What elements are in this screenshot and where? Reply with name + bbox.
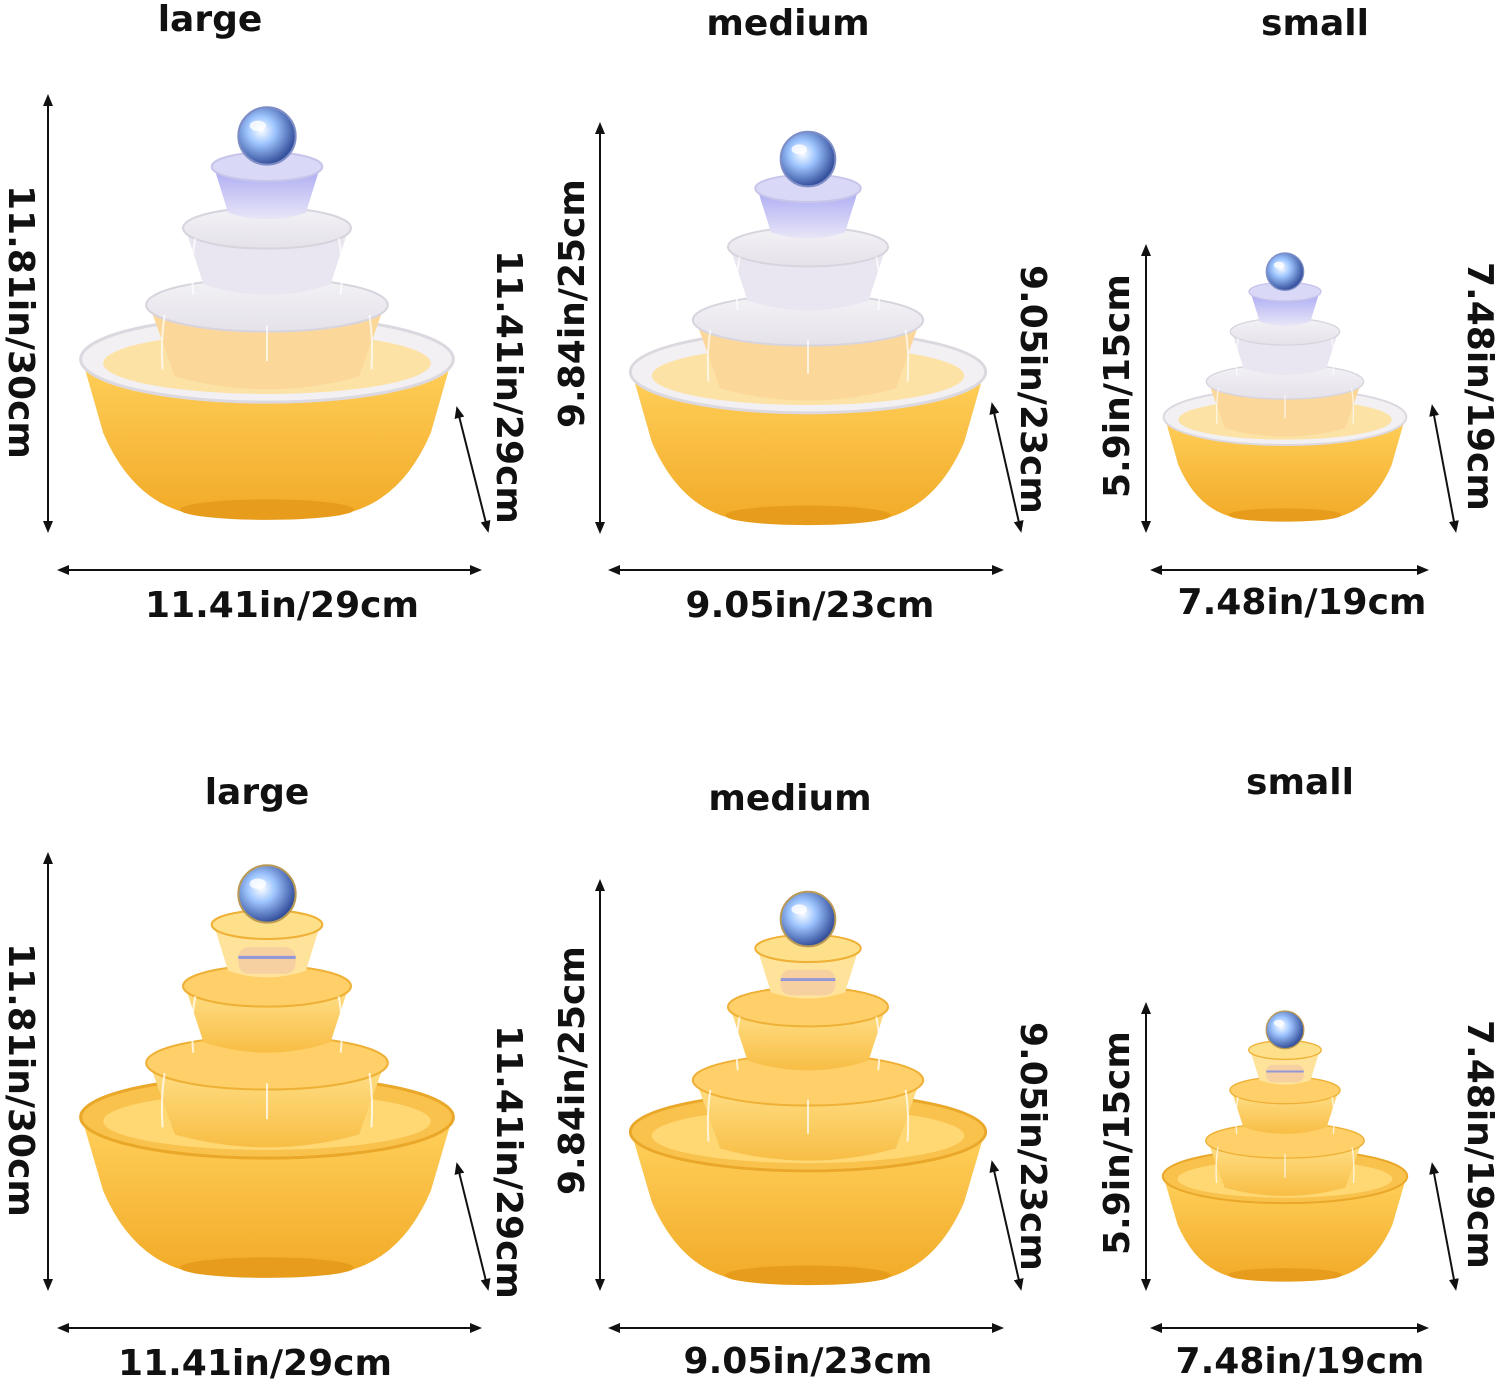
width-label-medium: 9.05in/23cm [683,1341,933,1382]
diagonal-arrow-large [454,406,491,533]
dimension-arrows-row2 [43,852,1459,1333]
diagonal-arrow-large [454,1162,491,1291]
width-label-large: 11.41in/29cm [145,585,419,626]
fountain-small-amber [1161,1010,1409,1283]
width-label-small: 7.48in/19cm [1177,582,1427,623]
fountain-medium-amber [628,890,988,1287]
width-label-medium: 9.05in/23cm [685,585,935,626]
diagonal-arrow-medium [989,402,1024,533]
fountain-medium-frosted [628,130,988,527]
fountain-small-frosted [1162,251,1408,523]
diagonal-arrow-medium [989,1160,1024,1291]
diagonal-arrow-small [1429,1162,1459,1291]
fountain-large-frosted [79,105,455,522]
size-label-small: small [1246,762,1354,803]
width-label-large: 11.41in/29cm [118,1343,392,1384]
width-label-small: 7.48in/19cm [1175,1341,1425,1382]
size-label-large: large [204,772,310,813]
size-label-medium: medium [708,778,872,819]
dimension-arrows-row1 [43,94,1459,575]
size-label-large: large [157,0,263,40]
diagonal-arrow-small [1429,404,1459,533]
size-label-medium: medium [706,3,870,44]
fountain-large-amber [79,863,455,1280]
size-label-small: small [1261,3,1369,44]
